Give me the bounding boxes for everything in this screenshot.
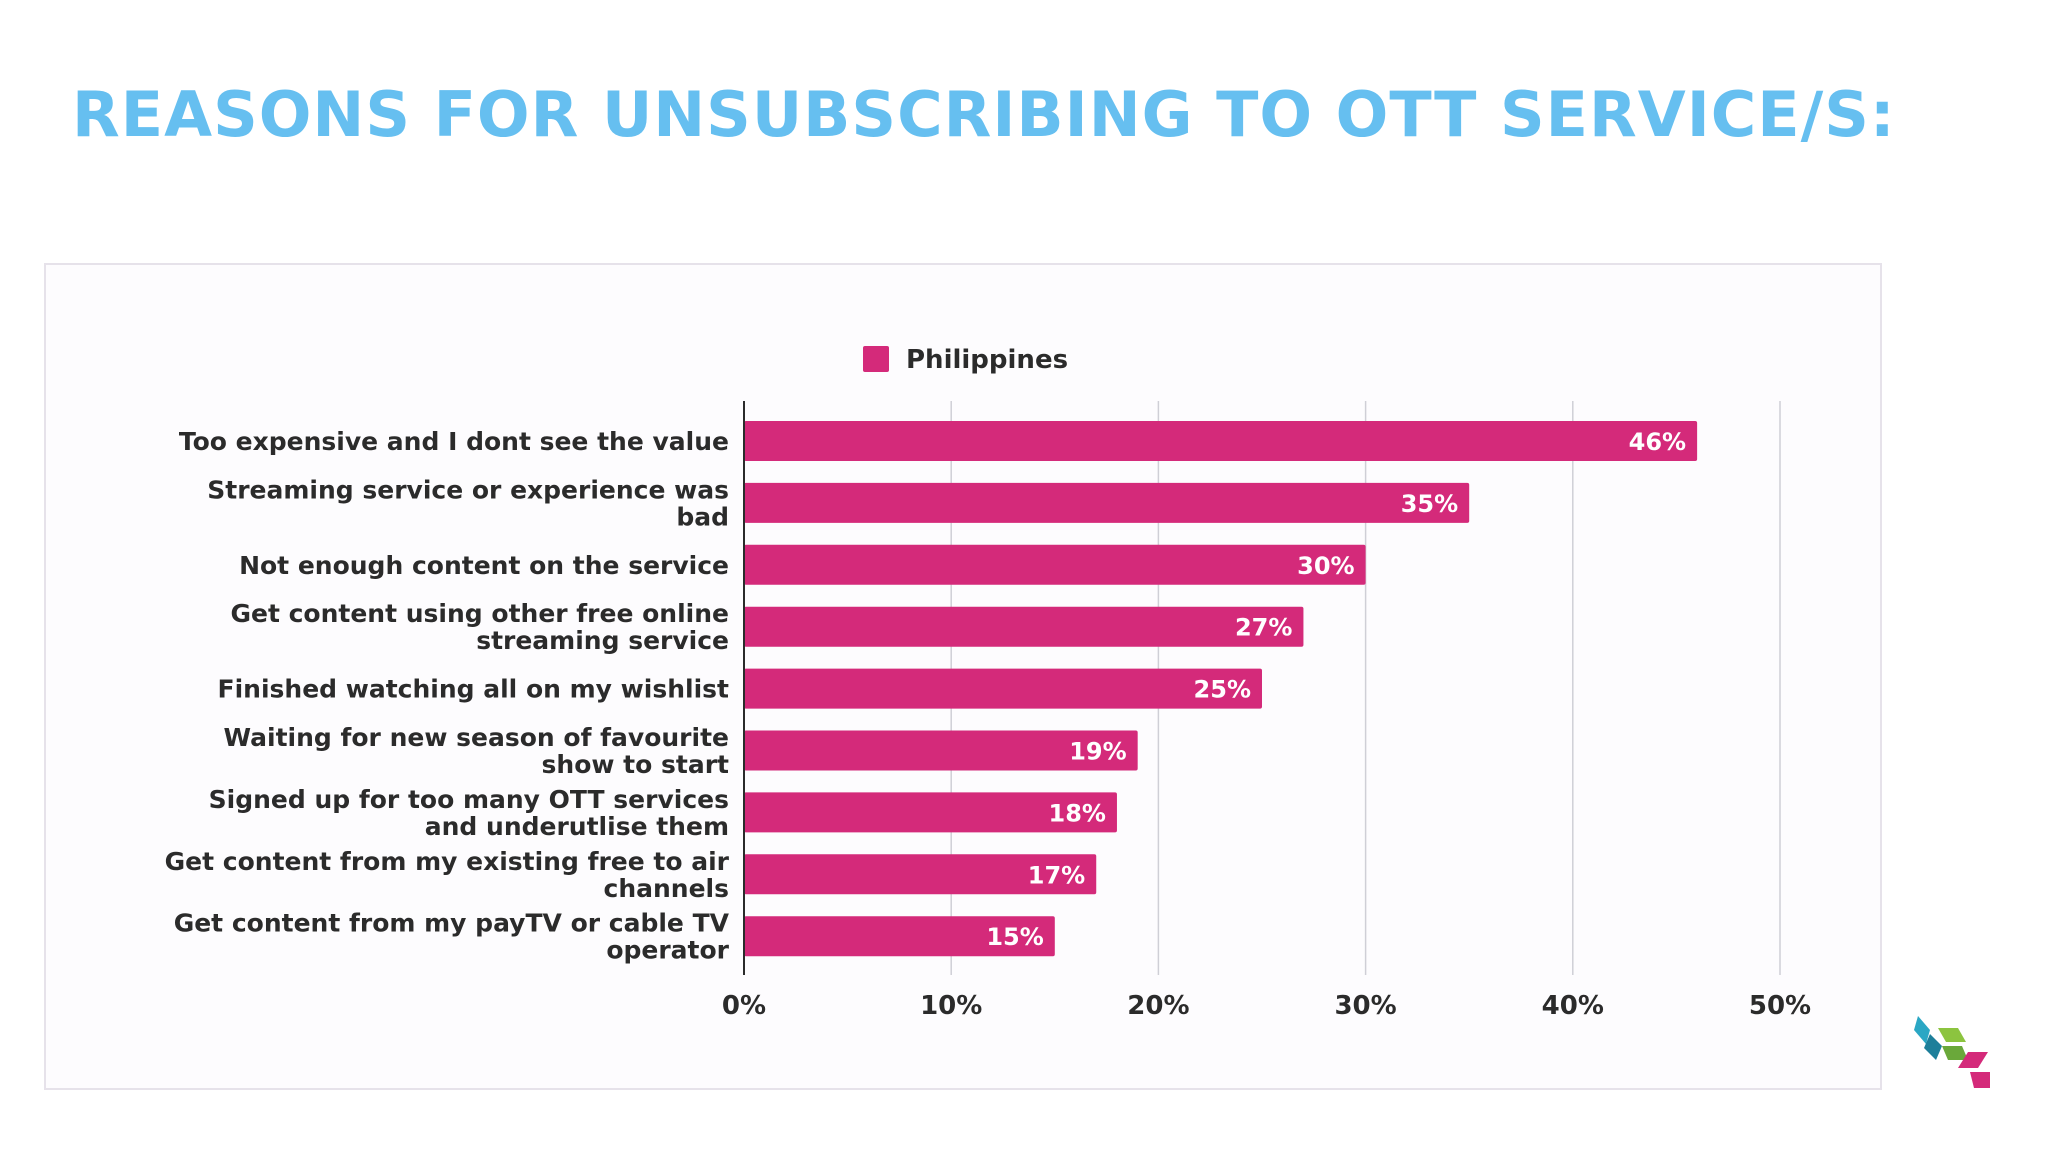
- legend: Philippines: [863, 345, 1068, 375]
- bar-6: [744, 792, 1117, 833]
- category-label: Not enough content on the service: [239, 551, 729, 580]
- category-label: channels: [604, 874, 730, 903]
- category-label: show to start: [542, 750, 730, 779]
- category-label: Get content from my existing free to air: [165, 847, 730, 876]
- legend-label: Philippines: [906, 345, 1068, 375]
- category-label: Too expensive and I dont see the value: [179, 427, 729, 456]
- bars: 46% 35% 30% 27% 25% 19% 18% 17% 15%: [744, 421, 1698, 957]
- x-tick-label: 30%: [1334, 991, 1396, 1021]
- bar-value-label: 19%: [1069, 738, 1126, 766]
- category-labels: Too expensive and I dont see the value St…: [165, 427, 730, 965]
- x-tick-label: 0%: [722, 991, 766, 1021]
- bar-0: [744, 421, 1698, 461]
- category-label: operator: [606, 936, 729, 965]
- bar-2: [744, 544, 1366, 585]
- category-label: Signed up for too many OTT services: [209, 785, 729, 814]
- category-label: Streaming service or experience was: [207, 475, 729, 504]
- category-label: Finished watching all on my wishlist: [218, 675, 730, 704]
- bar-4: [744, 668, 1262, 709]
- category-label: and underutlise them: [425, 812, 729, 841]
- bar-value-label: 17%: [1028, 861, 1085, 889]
- bar-3: [744, 606, 1304, 647]
- bar-7: [744, 854, 1097, 895]
- legend-swatch: [863, 346, 889, 372]
- category-label: Get content using other free online: [230, 599, 729, 628]
- brand-logo: [1914, 1016, 1990, 1088]
- x-tick-label: 40%: [1542, 991, 1604, 1021]
- bar-5: [744, 730, 1138, 771]
- bar-value-label: 25%: [1194, 676, 1251, 704]
- bar-value-label: 27%: [1235, 614, 1292, 642]
- bar-value-label: 15%: [986, 923, 1043, 951]
- bar-value-label: 30%: [1297, 552, 1354, 580]
- bar-value-label: 18%: [1049, 799, 1106, 827]
- category-label: Get content from my payTV or cable TV: [174, 909, 730, 938]
- bar-chart: 46% 35% 30% 27% 25% 19% 18% 17% 15% Too expensiv…: [165, 345, 1811, 1021]
- category-label: streaming service: [476, 626, 729, 655]
- x-tick-label: 10%: [920, 991, 982, 1021]
- bar-1: [744, 482, 1470, 523]
- bar-value-label: 46%: [1629, 428, 1686, 456]
- category-label: bad: [676, 502, 729, 531]
- chart-frame: 46% 35% 30% 27% 25% 19% 18% 17% 15% Too expensiv…: [44, 263, 1882, 1090]
- bar-value-label: 35%: [1401, 490, 1458, 518]
- slide-title: REASONS FOR UNSUBSCRIBING TO OTT SERVICE…: [72, 78, 1896, 151]
- bar-8: [744, 916, 1055, 957]
- category-label: Waiting for new season of favourite: [223, 723, 729, 752]
- x-tick-label: 20%: [1127, 991, 1189, 1021]
- x-tick-label: 50%: [1749, 991, 1811, 1021]
- x-tick-labels: 0% 10% 20% 30% 40% 50%: [722, 991, 1811, 1021]
